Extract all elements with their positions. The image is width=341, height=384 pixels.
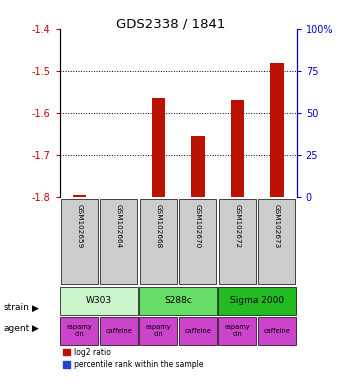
Text: caffeine: caffeine (105, 328, 132, 334)
Text: rapamy
cin: rapamy cin (66, 324, 92, 338)
Bar (258, 317, 296, 345)
Bar (219, 199, 256, 284)
Text: caffeine: caffeine (184, 328, 211, 334)
Bar (100, 199, 137, 284)
Text: rapamy
cin: rapamy cin (225, 324, 250, 338)
Bar (219, 317, 256, 345)
Text: ▶: ▶ (32, 303, 39, 313)
Text: S288c: S288c (164, 296, 192, 305)
Bar (60, 317, 99, 345)
Text: Sigma 2000: Sigma 2000 (230, 296, 284, 305)
Bar (191, 136, 205, 197)
Bar (151, 98, 165, 197)
Text: GSM102668: GSM102668 (155, 204, 161, 249)
Bar (231, 99, 244, 197)
Text: GSM102670: GSM102670 (195, 204, 201, 249)
Bar (73, 195, 86, 197)
Text: strain: strain (3, 303, 29, 313)
Bar (139, 317, 177, 345)
Text: agent: agent (3, 324, 30, 333)
Bar (258, 199, 296, 284)
Text: GSM102664: GSM102664 (116, 204, 122, 249)
Text: GSM102673: GSM102673 (274, 204, 280, 249)
Bar (139, 287, 217, 314)
Text: GSM102659: GSM102659 (76, 204, 83, 249)
Bar (219, 287, 296, 314)
Text: W303: W303 (86, 296, 112, 305)
Bar (179, 317, 217, 345)
Bar (179, 199, 217, 284)
Text: GDS2338 / 1841: GDS2338 / 1841 (116, 17, 225, 30)
Text: caffeine: caffeine (264, 328, 290, 334)
Bar (61, 199, 98, 284)
Bar (100, 317, 138, 345)
Bar (140, 199, 177, 284)
Text: GSM102672: GSM102672 (234, 204, 240, 249)
Text: ▶: ▶ (32, 324, 39, 333)
Text: rapamy
cin: rapamy cin (146, 324, 171, 338)
Bar (270, 63, 284, 197)
Legend: log2 ratio, percentile rank within the sample: log2 ratio, percentile rank within the s… (63, 348, 204, 369)
Bar (60, 287, 138, 314)
